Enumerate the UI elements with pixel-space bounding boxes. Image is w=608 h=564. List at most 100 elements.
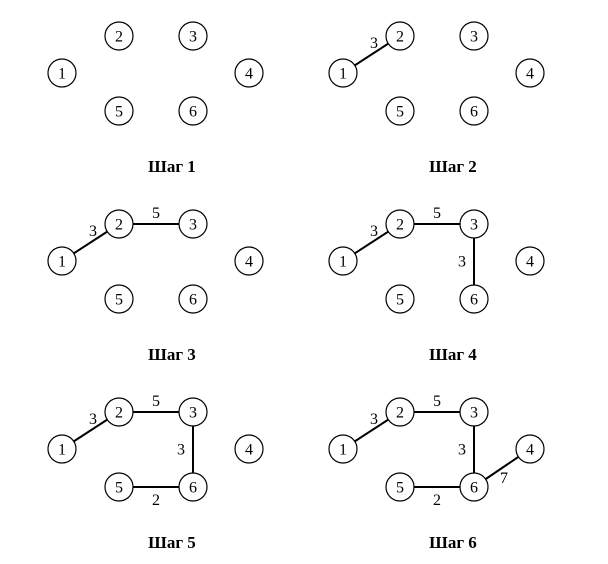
edge-weight-1-2: 3 xyxy=(370,411,378,428)
node-5: 5 xyxy=(104,472,134,502)
step-label: Шаг 4 xyxy=(429,345,477,364)
node-label: 1 xyxy=(339,66,347,83)
node-label: 3 xyxy=(470,217,478,234)
step-panel-4: 3 5 3 1 2 3 4 5 6 Шаг 4 xyxy=(328,205,545,364)
edge-weight-6-4: 7 xyxy=(500,470,508,487)
node-label: 2 xyxy=(115,405,123,422)
node-3: 3 xyxy=(459,21,489,51)
node-label: 3 xyxy=(470,29,478,46)
edge-weight-2-3: 5 xyxy=(433,205,441,222)
node-6: 6 xyxy=(459,96,489,126)
node-label: 4 xyxy=(526,442,534,459)
edge-weight-1-2: 3 xyxy=(89,223,97,240)
node-2: 2 xyxy=(104,21,134,51)
edge-weight-1-2: 3 xyxy=(370,35,378,52)
node-6: 6 xyxy=(459,472,489,502)
node-label: 4 xyxy=(245,254,253,271)
node-1: 1 xyxy=(328,58,358,88)
edge-weight-1-2: 3 xyxy=(89,411,97,428)
node-label: 6 xyxy=(470,292,478,309)
node-2: 2 xyxy=(385,397,415,427)
edge-weight-5-6: 2 xyxy=(152,492,160,509)
node-5: 5 xyxy=(385,96,415,126)
step-label: Шаг 6 xyxy=(429,533,477,552)
node-4: 4 xyxy=(515,58,545,88)
node-label: 6 xyxy=(470,480,478,497)
node-6: 6 xyxy=(178,96,208,126)
node-label: 5 xyxy=(115,480,123,497)
node-4: 4 xyxy=(515,434,545,464)
node-2: 2 xyxy=(385,21,415,51)
node-label: 2 xyxy=(396,217,404,234)
step-panel-5: 3 5 3 2 1 2 3 4 5 6 Шаг 5 xyxy=(47,393,264,552)
node-5: 5 xyxy=(385,472,415,502)
node-4: 4 xyxy=(234,58,264,88)
node-label: 4 xyxy=(245,66,253,83)
node-2: 2 xyxy=(385,209,415,239)
node-6: 6 xyxy=(178,472,208,502)
edge-weight-3-6: 3 xyxy=(458,442,466,459)
node-label: 2 xyxy=(115,29,123,46)
node-3: 3 xyxy=(459,209,489,239)
node-6: 6 xyxy=(178,284,208,314)
edge-weight-3-6: 3 xyxy=(458,254,466,271)
node-1: 1 xyxy=(47,246,77,276)
node-2: 2 xyxy=(104,397,134,427)
node-1: 1 xyxy=(47,434,77,464)
step-label: Шаг 5 xyxy=(148,533,196,552)
node-3: 3 xyxy=(178,21,208,51)
node-5: 5 xyxy=(104,284,134,314)
step-label: Шаг 3 xyxy=(148,345,196,364)
node-1: 1 xyxy=(328,434,358,464)
node-5: 5 xyxy=(104,96,134,126)
step-panel-3: 3 5 1 2 3 4 5 6 Шаг 3 xyxy=(47,205,264,364)
node-3: 3 xyxy=(178,209,208,239)
edge-weight-5-6: 2 xyxy=(433,492,441,509)
step-label: Шаг 2 xyxy=(429,157,477,176)
node-3: 3 xyxy=(459,397,489,427)
node-label: 6 xyxy=(189,480,197,497)
edge-weight-3-6: 3 xyxy=(177,442,185,459)
node-label: 3 xyxy=(189,405,197,422)
node-label: 2 xyxy=(115,217,123,234)
node-3: 3 xyxy=(178,397,208,427)
node-label: 3 xyxy=(189,29,197,46)
node-4: 4 xyxy=(234,434,264,464)
node-label: 1 xyxy=(339,442,347,459)
step-panel-1: 1 2 3 4 5 6 Шаг 1 xyxy=(47,21,264,176)
node-5: 5 xyxy=(385,284,415,314)
edge-weight-2-3: 5 xyxy=(433,393,441,410)
node-4: 4 xyxy=(515,246,545,276)
node-label: 5 xyxy=(115,292,123,309)
node-label: 2 xyxy=(396,405,404,422)
node-label: 1 xyxy=(58,442,66,459)
node-label: 1 xyxy=(58,254,66,271)
node-label: 3 xyxy=(470,405,478,422)
node-label: 1 xyxy=(58,66,66,83)
node-6: 6 xyxy=(459,284,489,314)
node-label: 4 xyxy=(245,442,253,459)
edge-weight-2-3: 5 xyxy=(152,205,160,222)
node-label: 5 xyxy=(396,292,404,309)
node-2: 2 xyxy=(104,209,134,239)
node-label: 4 xyxy=(526,254,534,271)
edge-weight-1-2: 3 xyxy=(370,223,378,240)
node-1: 1 xyxy=(47,58,77,88)
node-label: 3 xyxy=(189,217,197,234)
node-label: 1 xyxy=(339,254,347,271)
node-label: 4 xyxy=(526,66,534,83)
node-label: 2 xyxy=(396,29,404,46)
node-1: 1 xyxy=(328,246,358,276)
node-label: 6 xyxy=(189,292,197,309)
edge-weight-2-3: 5 xyxy=(152,393,160,410)
step-panel-2: 3 1 2 3 4 5 6 Шаг 2 xyxy=(328,21,545,176)
node-label: 5 xyxy=(396,480,404,497)
node-label: 5 xyxy=(396,104,404,121)
step-label: Шаг 1 xyxy=(148,157,196,176)
node-label: 6 xyxy=(470,104,478,121)
node-label: 5 xyxy=(115,104,123,121)
node-label: 6 xyxy=(189,104,197,121)
node-4: 4 xyxy=(234,246,264,276)
